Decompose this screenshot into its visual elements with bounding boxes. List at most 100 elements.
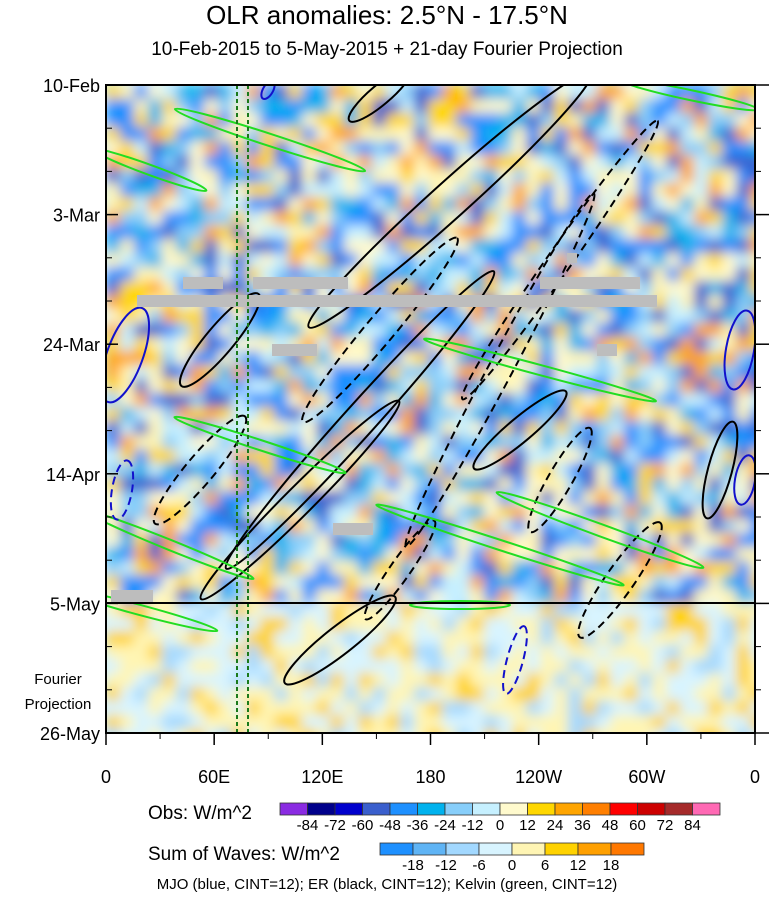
field-cell <box>512 85 527 100</box>
field-cell <box>610 407 625 422</box>
field-cell <box>652 141 667 156</box>
field-cell <box>610 589 625 604</box>
field-cell <box>414 85 429 100</box>
field-cell <box>134 729 149 733</box>
field-cell <box>246 533 261 548</box>
field-cell <box>568 169 583 184</box>
field-cell <box>274 379 289 394</box>
field-cell <box>596 505 611 520</box>
field-cell <box>456 603 471 618</box>
field-cell <box>694 519 709 534</box>
field-cell <box>708 113 723 128</box>
field-cell <box>372 561 387 576</box>
field-cell <box>512 393 527 408</box>
field-cell <box>470 281 485 296</box>
field-cell <box>162 253 177 268</box>
field-cell <box>162 267 177 282</box>
field-cell <box>120 561 135 576</box>
field-cell <box>358 323 373 338</box>
field-cell <box>498 715 513 730</box>
field-cell <box>260 463 275 478</box>
field-cell <box>302 323 317 338</box>
field-cell <box>484 85 499 100</box>
field-cell <box>372 365 387 380</box>
wave-contour <box>106 306 151 404</box>
field-cell <box>624 491 639 506</box>
field-cell <box>344 729 359 733</box>
field-cell <box>330 379 345 394</box>
field-cell <box>596 701 611 716</box>
field-cell <box>652 393 667 408</box>
field-cell <box>638 421 653 436</box>
field-cell <box>288 715 303 730</box>
field-cell <box>498 407 513 422</box>
field-cell <box>442 603 457 618</box>
field-cell <box>148 267 163 282</box>
field-cell <box>442 659 457 674</box>
field-cell <box>134 365 149 380</box>
field-cell <box>666 673 681 688</box>
field-cell <box>246 645 261 660</box>
colorbar-swatch <box>389 802 418 816</box>
field-cell <box>288 561 303 576</box>
field-cell <box>414 141 429 156</box>
field-cell <box>666 309 681 324</box>
field-cell <box>218 505 233 520</box>
field-cell <box>204 127 219 142</box>
field-cell <box>400 449 415 464</box>
field-cell <box>652 477 667 492</box>
field-cell <box>162 603 177 618</box>
field-cell <box>638 169 653 184</box>
field-cell <box>344 561 359 576</box>
field-cell <box>554 253 569 268</box>
field-cell <box>470 505 485 520</box>
field-cell <box>400 435 415 450</box>
field-cell <box>456 365 471 380</box>
field-cell <box>428 589 443 604</box>
field-cell <box>400 113 415 128</box>
field-cell <box>316 393 331 408</box>
field-cell <box>330 589 345 604</box>
field-cell <box>162 561 177 576</box>
field-cell <box>190 575 205 590</box>
field-cell <box>442 85 457 100</box>
field-cell <box>106 379 121 394</box>
field-cell <box>330 603 345 618</box>
field-cell <box>526 561 541 576</box>
field-cell <box>526 407 541 422</box>
field-cell <box>680 99 695 114</box>
field-cell <box>512 617 527 632</box>
field-cell <box>666 365 681 380</box>
field-cell <box>204 449 219 464</box>
field-cell <box>260 351 275 366</box>
field-cell <box>218 183 233 198</box>
field-cell <box>582 239 597 254</box>
field-cell <box>148 603 163 618</box>
field-cell <box>316 729 331 733</box>
field-cell <box>120 365 135 380</box>
field-cell <box>414 645 429 660</box>
field-cell <box>512 309 527 324</box>
field-cell <box>106 197 121 212</box>
colorbar-level: 24 <box>547 817 564 834</box>
field-cell <box>386 575 401 590</box>
field-cell <box>358 337 373 352</box>
field-cell <box>470 141 485 156</box>
field-cell <box>344 309 359 324</box>
field-cell <box>638 379 653 394</box>
field-cell <box>246 547 261 562</box>
field-cell <box>414 407 429 422</box>
field-cell <box>316 631 331 646</box>
field-cell <box>736 463 751 478</box>
field-cell <box>582 659 597 674</box>
field-cell <box>232 197 247 212</box>
field-cell <box>190 309 205 324</box>
field-cell <box>596 645 611 660</box>
field-cell <box>428 435 443 450</box>
field-cell <box>736 421 751 436</box>
field-cell <box>330 631 345 646</box>
field-cell <box>176 631 191 646</box>
field-cell <box>134 477 149 492</box>
field-cell <box>330 169 345 184</box>
field-cell <box>428 617 443 632</box>
